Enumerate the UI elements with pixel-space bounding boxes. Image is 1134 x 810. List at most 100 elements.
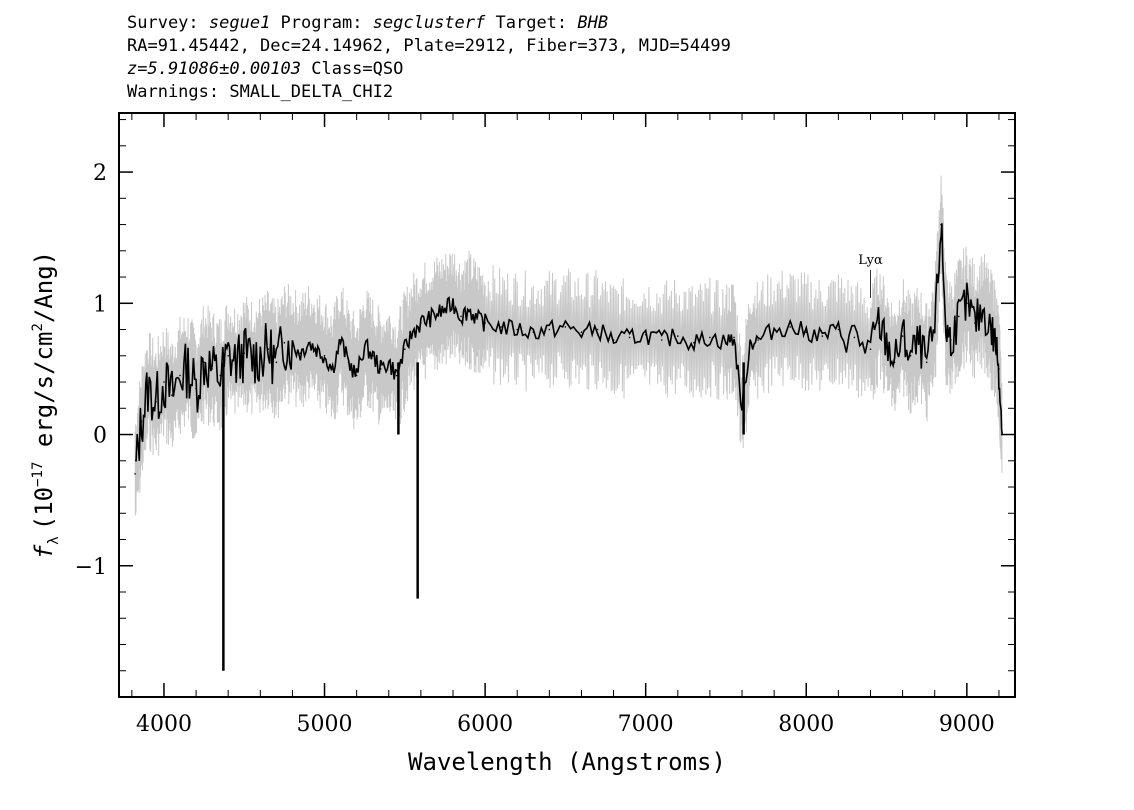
spectrum-point bbox=[933, 328, 936, 331]
line-annotation: Lyα bbox=[858, 253, 883, 268]
spectrum-point bbox=[564, 326, 567, 328]
x-tick-label: 8000 bbox=[778, 712, 834, 737]
header-line-coords: RA=91.45442, Dec=24.14962, Plate=2912, F… bbox=[127, 36, 731, 56]
spectrum-point bbox=[219, 374, 221, 377]
y-axis-subscript: λ bbox=[46, 536, 62, 544]
spectrum-point bbox=[195, 387, 197, 390]
spectrum-point bbox=[516, 328, 518, 331]
spectrum-point bbox=[179, 374, 181, 377]
spectrum-point bbox=[388, 361, 390, 364]
spectrum-point bbox=[532, 331, 535, 334]
target-value: BHB bbox=[577, 13, 609, 33]
spectrum-point bbox=[315, 348, 318, 351]
spectrum-point bbox=[355, 374, 358, 377]
x-tick-label: 5000 bbox=[297, 712, 353, 737]
spectrum-point bbox=[757, 339, 759, 341]
spectrum-point bbox=[299, 352, 302, 355]
x-axis-title: Wavelength (Angstroms) bbox=[408, 748, 726, 776]
spectrum-point bbox=[994, 341, 997, 344]
spectrum-point bbox=[909, 355, 912, 357]
spectrum-point bbox=[500, 326, 503, 328]
spectrum-point bbox=[140, 420, 143, 423]
spectrum-point bbox=[660, 339, 663, 341]
spectrum-point bbox=[323, 355, 326, 357]
spectrum-point bbox=[917, 341, 920, 344]
spectrum-point bbox=[853, 336, 856, 339]
spectrum-point bbox=[821, 335, 824, 337]
survey-value: segue1 bbox=[208, 13, 271, 33]
spectrum-series bbox=[134, 223, 1003, 671]
spectrum-point bbox=[925, 361, 928, 364]
spectrum-point bbox=[444, 309, 446, 311]
spectrum-point bbox=[644, 334, 647, 336]
y-tick-label: 1 bbox=[93, 292, 107, 317]
spectrum-point bbox=[725, 341, 727, 344]
spectrum-point bbox=[283, 341, 286, 344]
spectrum-point bbox=[982, 309, 984, 311]
spectrum-point bbox=[958, 315, 960, 318]
y-axis-unit-mid: erg/s/cm bbox=[30, 332, 58, 462]
spectrum-point bbox=[452, 302, 454, 305]
spectrum-point bbox=[363, 344, 366, 347]
spectrum-point bbox=[596, 328, 599, 331]
spectrum-point bbox=[235, 361, 237, 364]
spectrum-point bbox=[805, 331, 808, 334]
y-tick-label: 0 bbox=[93, 424, 107, 449]
spectrum-point bbox=[869, 348, 872, 351]
spectrum-point bbox=[940, 223, 942, 226]
x-tick-label: 6000 bbox=[457, 712, 513, 737]
plot-frame bbox=[118, 112, 1016, 698]
x-tick-label: 4000 bbox=[136, 712, 192, 737]
x-tick-label: 7000 bbox=[618, 712, 674, 737]
annotations: Lyα bbox=[858, 253, 883, 298]
spectrum-point bbox=[347, 361, 350, 364]
spectrum-point bbox=[331, 368, 334, 370]
spectrum-point bbox=[420, 322, 422, 324]
header-line-survey: Survey: segue1 Program: segclusterf Targ… bbox=[127, 12, 731, 35]
spectrum-point bbox=[677, 335, 679, 337]
spectrum-point bbox=[134, 473, 136, 475]
spectrum-point bbox=[251, 357, 254, 360]
header-line-redshift: z=5.91086±0.00103 Class=QSO bbox=[127, 58, 731, 81]
spectrum-point bbox=[211, 368, 213, 370]
spectrum-point bbox=[275, 361, 278, 364]
target-label: Target: bbox=[485, 13, 578, 33]
spectrum-point bbox=[966, 302, 968, 305]
spectrum-point bbox=[877, 322, 880, 324]
survey-label: Survey: bbox=[127, 13, 209, 33]
spectrum-point bbox=[259, 355, 262, 357]
spectrum-point bbox=[998, 368, 1000, 370]
spectrum-point bbox=[733, 336, 735, 339]
y-tick-label: 2 bbox=[93, 161, 107, 186]
spectrum-point bbox=[990, 328, 992, 331]
axis-ticks bbox=[119, 113, 1015, 697]
spectrum-point bbox=[901, 335, 904, 337]
spectrum-point bbox=[628, 336, 631, 339]
spectrum-point bbox=[885, 341, 888, 344]
program-value: segclusterf bbox=[372, 13, 486, 33]
spectrum-point bbox=[371, 355, 374, 357]
spectrum-point bbox=[580, 331, 583, 334]
spectrum-point bbox=[379, 368, 382, 370]
spectrum-point bbox=[773, 328, 775, 331]
y-axis-title: fλ (10−17 erg/s/cm2/Ang) bbox=[30, 251, 62, 559]
x-tick-label: 9000 bbox=[939, 712, 995, 737]
spectrum-header: Survey: segue1 Program: segclusterf Targ… bbox=[127, 12, 731, 104]
spectrum-point bbox=[428, 318, 430, 320]
spectrum-point bbox=[548, 328, 551, 331]
y-axis-exponent-2: 2 bbox=[30, 323, 46, 331]
redshift-value: z=5.91086±0.00103 bbox=[127, 59, 301, 79]
spectrum-point bbox=[460, 315, 462, 318]
spectrum-line bbox=[135, 223, 1003, 462]
spectrum-point bbox=[837, 328, 840, 331]
spectrum-point bbox=[709, 336, 711, 339]
spectrum-point bbox=[945, 328, 947, 331]
spectrum-point bbox=[612, 339, 615, 341]
program-label: Program: bbox=[270, 13, 373, 33]
spectrum-point bbox=[187, 368, 189, 370]
spectrum-point bbox=[291, 344, 294, 347]
spectrum-point bbox=[203, 361, 205, 364]
class-text: Class=QSO bbox=[301, 59, 404, 79]
spectrum-point bbox=[893, 361, 896, 364]
